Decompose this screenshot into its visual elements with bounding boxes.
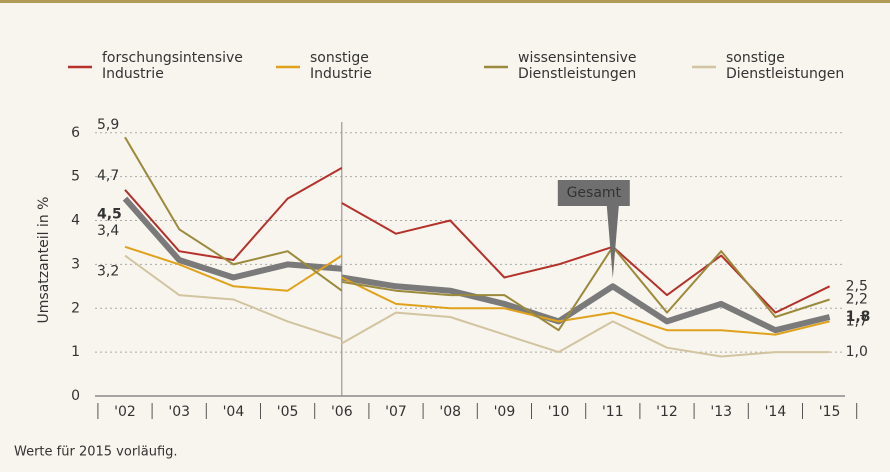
legend-label: sonstige Dienstleistungen [726,50,844,82]
value-label: 2,2 [846,291,868,307]
x-tick-label: '15 [819,404,841,420]
x-tick-label: '10 [548,404,570,420]
y-axis-label: Umsatzanteil in % [36,197,52,324]
series-line [124,245,830,336]
top-rule [0,0,890,3]
callout-pointer [606,206,619,279]
value-label: 1,7 [846,313,868,329]
series-line [124,167,831,314]
legend-line: Industrie [102,66,164,82]
y-tick-label: 3 [71,256,80,272]
y-tick-label: 6 [71,125,80,141]
footnote: Werte für 2015 vorläufig. [14,445,178,460]
value-label: 2,5 [846,278,868,294]
value-label: 3,2 [97,264,119,280]
legend-label: sonstige Industrie [310,50,372,82]
value-label: 1,0 [846,344,868,360]
x-tick-label: '04 [223,404,245,420]
callout-label: Gesamt [567,185,622,201]
legend-line: Dienstleistungen [518,66,636,82]
x-tick-label: '09 [494,404,516,420]
x-tick-label: '07 [385,404,407,420]
y-tick-label: 0 [71,388,80,404]
x-tick-label: '11 [602,404,624,420]
callout-box [557,180,630,206]
x-tick-label: '14 [765,404,787,420]
x-tick-label: '08 [439,404,461,420]
value-label: 1,8 [846,309,871,325]
legend-line: forschungsintensive [102,50,243,66]
legend-label: wissensintensive Dienstleistungen [518,50,637,82]
legend-line: wissensintensive [518,50,637,66]
series-line [124,254,830,358]
x-tick-label: '12 [656,404,678,420]
value-label: 5,9 [97,117,119,133]
legend-label: forschungsintensive Industrie [102,50,243,82]
x-tick-label: '05 [277,404,299,420]
x-tick-label: '02 [114,404,136,420]
legend-line: Dienstleistungen [726,66,844,82]
y-tick-label: 1 [71,344,80,360]
x-tick-label: '13 [710,404,732,420]
y-tick-label: 4 [71,213,80,229]
value-label: 4,7 [97,168,119,184]
value-label: 3,4 [97,223,119,239]
legend-line: Industrie [310,66,372,82]
y-tick-label: 5 [71,169,80,185]
legend-line: sonstige [310,50,369,66]
total-line [122,196,831,334]
x-tick-label: '06 [331,404,353,420]
series-line [124,136,830,332]
value-label: 4,5 [97,207,122,223]
x-tick-label: '03 [168,404,190,420]
y-tick-label: 2 [71,300,80,316]
legend-line: sonstige [726,50,785,66]
